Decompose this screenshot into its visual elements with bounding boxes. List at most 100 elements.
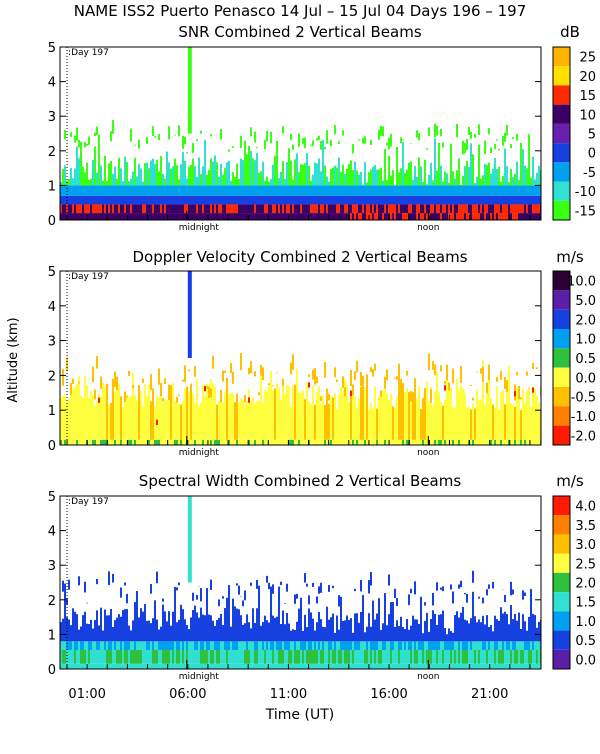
heatmap-cell <box>496 185 498 195</box>
heatmap-cell <box>514 391 516 396</box>
heatmap-cell <box>256 664 258 669</box>
heatmap-cell <box>254 641 256 650</box>
heatmap-cell <box>142 185 144 195</box>
heatmap-cell <box>392 170 394 185</box>
heatmap-cell <box>328 404 330 440</box>
heatmap-cell <box>412 650 414 664</box>
heatmap-cell <box>464 185 466 195</box>
heatmap-cell <box>478 124 480 135</box>
heatmap-cell <box>464 620 466 642</box>
heatmap-cell <box>358 213 360 220</box>
heatmap-cell <box>460 213 462 220</box>
heatmap-cell <box>402 627 404 641</box>
heatmap-cell <box>460 613 462 642</box>
heatmap-cell <box>362 185 364 195</box>
midnight-label: midnight <box>179 223 220 233</box>
heatmap-cell <box>226 598 228 642</box>
heatmap-cell <box>464 650 466 664</box>
heatmap-cell <box>98 650 100 664</box>
heatmap-cell <box>512 204 514 213</box>
heatmap-cell <box>452 185 454 195</box>
heatmap-cell <box>164 179 166 186</box>
heatmap-cell <box>450 641 452 650</box>
heatmap-cell <box>424 621 426 641</box>
heatmap-cell <box>536 196 538 205</box>
heatmap-cell <box>386 180 388 185</box>
heatmap-cell <box>412 213 414 220</box>
heatmap-cell <box>472 641 474 650</box>
heatmap-cell <box>338 141 340 144</box>
heatmap-cell <box>476 213 478 220</box>
heatmap-cell <box>292 185 294 195</box>
heatmap-cell <box>82 204 84 213</box>
heatmap-cell <box>280 582 282 585</box>
heatmap-cell <box>164 204 166 213</box>
heatmap-cell <box>204 185 206 195</box>
heatmap-cell <box>358 623 360 641</box>
heatmap-cell <box>376 641 378 650</box>
heatmap-cell <box>138 617 140 641</box>
heatmap-cell <box>102 185 104 195</box>
heatmap-cell <box>100 664 102 669</box>
heatmap-cell <box>158 440 160 445</box>
heatmap-cell <box>98 440 100 445</box>
heatmap-cell <box>310 145 312 146</box>
heatmap-cell <box>444 381 446 384</box>
heatmap-cell <box>140 196 142 205</box>
heatmap-cell <box>342 165 344 186</box>
heatmap-cell <box>398 364 400 440</box>
heatmap-cell <box>202 385 204 440</box>
heatmap-cell <box>214 650 216 664</box>
heatmap-cell <box>126 650 128 664</box>
heatmap-cell <box>364 204 366 213</box>
heatmap-cell <box>444 385 446 390</box>
heatmap-cell <box>264 196 266 205</box>
heatmap-cell <box>378 399 380 400</box>
heatmap-cell <box>132 185 134 195</box>
heatmap-cell <box>178 620 180 641</box>
heatmap-cell <box>168 162 170 185</box>
heatmap-cell <box>292 664 294 669</box>
heatmap-cell <box>518 185 520 195</box>
heatmap-cell <box>240 185 242 195</box>
heatmap-cell <box>126 641 128 650</box>
heatmap-cell <box>336 380 338 382</box>
heatmap-cell <box>268 623 270 642</box>
heatmap-cell <box>290 213 292 220</box>
heatmap-cell <box>218 650 220 664</box>
heatmap-cell <box>158 171 160 185</box>
heatmap-cell <box>534 179 536 185</box>
colorbar-label: 1.0 <box>575 615 596 630</box>
heatmap-cell <box>354 196 356 205</box>
heatmap-cell <box>116 179 118 186</box>
heatmap-cell <box>112 196 114 205</box>
heatmap-cell <box>318 641 320 650</box>
heatmap-cell <box>274 156 276 186</box>
heatmap-cell <box>432 180 434 185</box>
heatmap-cell <box>74 664 76 669</box>
heatmap-cell <box>344 196 346 205</box>
heatmap-cell <box>398 440 400 445</box>
heatmap-cell <box>256 196 258 205</box>
heatmap-cell <box>194 204 196 213</box>
heatmap-cell <box>66 204 68 213</box>
heatmap-cell <box>82 185 84 195</box>
heatmap-cell <box>206 204 208 213</box>
heatmap-cell <box>380 168 382 186</box>
heatmap-plume <box>188 496 192 583</box>
colorbar-swatch <box>553 592 570 611</box>
heatmap-cell <box>298 196 300 205</box>
heatmap-cell <box>462 388 464 440</box>
heatmap-cell <box>270 641 272 650</box>
heatmap-cell <box>472 398 474 401</box>
heatmap-cell <box>192 394 194 440</box>
heatmap-cell <box>388 185 390 195</box>
heatmap-cell <box>502 196 504 205</box>
heatmap-cell <box>424 650 426 664</box>
heatmap-cell <box>210 641 212 650</box>
heatmap-cell <box>412 641 414 650</box>
heatmap-cell <box>82 440 84 445</box>
colorbar-swatch <box>553 47 570 66</box>
heatmap-cell <box>80 650 82 664</box>
heatmap-cell <box>492 169 494 186</box>
